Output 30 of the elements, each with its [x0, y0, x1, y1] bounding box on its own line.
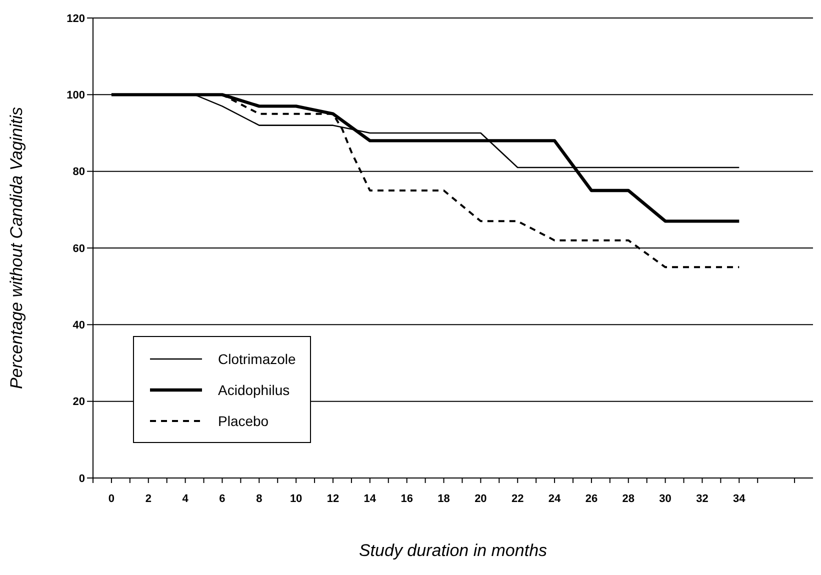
y-axis-title: Percentage without Candida Vaginitis: [7, 106, 26, 389]
y-tick-label: 20: [72, 396, 85, 408]
x-tick-label: 0: [108, 493, 115, 505]
x-tick-label: 22: [511, 493, 524, 505]
y-tick-label: 80: [72, 166, 85, 178]
y-tick-label: 60: [72, 242, 85, 255]
x-tick-label: 4: [182, 493, 190, 505]
x-tick-label: 12: [326, 493, 340, 505]
y-tick-label: 0: [78, 472, 85, 485]
x-tick-label: 30: [659, 493, 672, 505]
x-tick-label: 14: [364, 493, 377, 505]
legend-label: Acidophilus: [218, 382, 290, 398]
x-axis-title: Study duration in months: [358, 541, 548, 561]
legend-label: Clotrimazole: [218, 350, 296, 366]
x-tick-label: 2: [145, 493, 152, 505]
x-tick-label: 16: [400, 493, 413, 505]
x-tick-label: 20: [474, 493, 487, 505]
x-tick-label: 24: [548, 493, 562, 505]
x-tick-label: 10: [290, 493, 302, 505]
x-tick-label: 26: [585, 493, 598, 505]
x-tick-label: 32: [696, 493, 708, 505]
legend-label: Placebo: [218, 412, 269, 428]
x-tick-label: 8: [256, 493, 262, 505]
y-tick-label: 40: [72, 320, 85, 332]
y-tick-label: 120: [66, 12, 85, 25]
x-tick-label: 18: [438, 493, 450, 505]
x-tick-label: 28: [622, 493, 635, 505]
x-tick-label: 34: [733, 493, 746, 505]
x-tick-label: 6: [219, 493, 226, 505]
y-tick-label: 100: [66, 90, 85, 102]
